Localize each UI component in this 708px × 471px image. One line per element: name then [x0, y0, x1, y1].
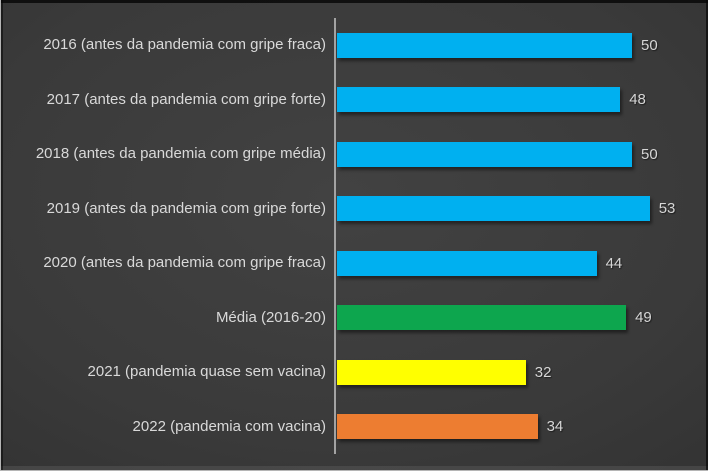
value-label: 34 — [546, 418, 564, 436]
category-label: 2020 (antes da pandemia com gripe fraca) — [43, 254, 326, 271]
bar-row: 2018 (antes da pandemia com gripe média)… — [1, 127, 708, 182]
category-label: 2018 (antes da pandemia com gripe média) — [35, 145, 326, 162]
bar-row: 2016 (antes da pandemia com gripe fraca)… — [1, 18, 708, 73]
value-label: 49 — [635, 309, 652, 327]
category-label: 2019 (antes da pandemia com gripe forte) — [46, 199, 326, 217]
bar — [337, 32, 632, 58]
bar — [337, 359, 526, 385]
bar — [337, 196, 650, 222]
bar-row: 2017 (antes da pandemia com gripe forte)… — [1, 73, 708, 128]
bar — [337, 141, 632, 167]
value-label: 32 — [534, 363, 552, 381]
category-label: 2017 (antes da pandemia com gripe forte) — [46, 90, 326, 108]
bar-row: 2021 (pandemia quase sem vacina) 32 — [1, 345, 708, 400]
value-label: 48 — [629, 91, 646, 109]
category-label: 2016 (antes da pandemia com gripe fraca) — [43, 36, 326, 53]
value-label: 50 — [641, 145, 658, 163]
category-label: Média (2016-20) — [215, 308, 326, 326]
plot-area: 2016 (antes da pandemia com gripe fraca)… — [1, 18, 708, 454]
bar — [337, 250, 597, 276]
category-label: 2022 (pandemia com vacina) — [132, 417, 326, 435]
y-axis-line — [334, 18, 336, 454]
bar-row: 2020 (antes da pandemia com gripe fraca)… — [1, 236, 708, 291]
bar-row: Média (2016-20) 49 — [1, 291, 708, 346]
bar — [337, 87, 621, 113]
bar-row: 2022 (pandemia com vacina) 34 — [1, 400, 708, 455]
category-label: 2021 (pandemia quase sem vacina) — [87, 363, 326, 380]
bar — [337, 414, 538, 440]
bar-row: 2019 (antes da pandemia com gripe forte)… — [1, 182, 708, 237]
value-label: 53 — [658, 200, 676, 218]
bar — [337, 305, 627, 331]
value-label: 50 — [641, 36, 658, 54]
value-label: 44 — [605, 254, 623, 272]
